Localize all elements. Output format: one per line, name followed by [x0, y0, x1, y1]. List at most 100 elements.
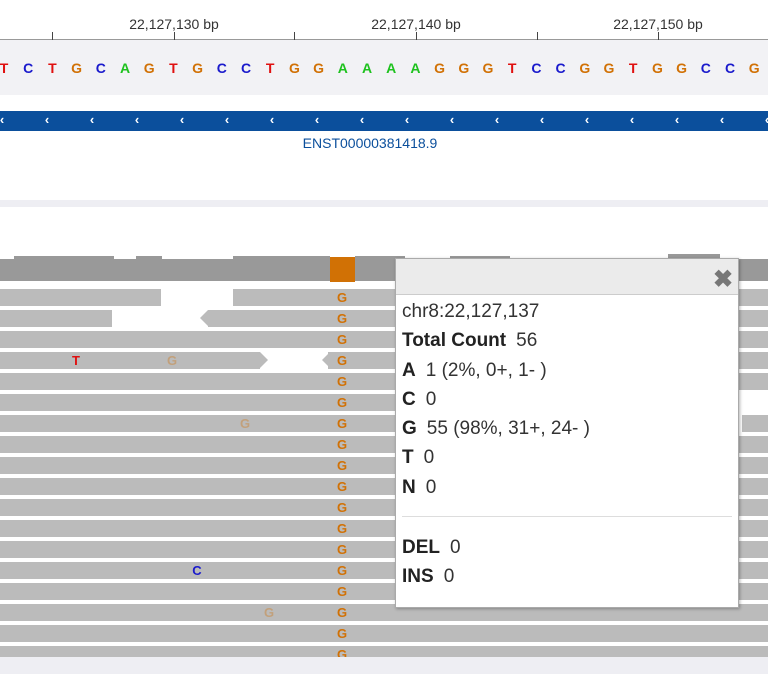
- read-base-call: G: [336, 290, 348, 305]
- mismatch-base: C: [192, 563, 202, 578]
- popup-row-g: G 55 (98%, 31+, 24- ): [402, 414, 732, 443]
- sequence-base: A: [410, 60, 421, 76]
- read[interactable]: [0, 289, 161, 306]
- ruler-tick-label: 22,127,140 bp: [371, 16, 461, 32]
- popup-del-label: DEL: [402, 537, 440, 559]
- strand-arrow-icon: ‹: [629, 112, 635, 127]
- sequence-base: G: [579, 60, 591, 76]
- ruler-tick: [658, 32, 659, 40]
- sequence-base: C: [95, 60, 106, 76]
- coverage-bar[interactable]: [14, 256, 114, 259]
- read[interactable]: [742, 415, 768, 432]
- popup-row-value: 0: [423, 447, 435, 469]
- sequence-base: G: [143, 60, 155, 76]
- strand-arrow-icon: ‹: [89, 112, 95, 127]
- read-base-call: G: [336, 416, 348, 431]
- read[interactable]: [0, 604, 768, 621]
- sequence-base: T: [628, 60, 638, 76]
- ruler-tick-label: 22,127,150 bp: [613, 16, 703, 32]
- sequence-base: G: [651, 60, 663, 76]
- read-base-call: G: [336, 437, 348, 452]
- sequence-base: G: [458, 60, 470, 76]
- popup-ins-value: 0: [443, 566, 455, 588]
- close-icon[interactable]: ✖: [712, 266, 734, 293]
- coverage-popup[interactable]: ✖ chr8:22,127,137 Total Count 56 A 1 (2%, …: [395, 258, 739, 608]
- popup-body: chr8:22,127,137 Total Count 56 A 1 (2%, 0+…: [396, 295, 738, 594]
- read-base-call: G: [336, 563, 348, 578]
- strand-arrow-icon: ‹: [224, 112, 230, 127]
- coverage-bar[interactable]: [668, 254, 720, 259]
- ruler-tick-label: 22,127,130 bp: [129, 16, 219, 32]
- ruler-track[interactable]: 22,127,130 bp 22,127,140 bp 22,127,150 bp: [0, 0, 768, 40]
- strand-arrow-icon: ‹: [765, 112, 768, 127]
- read-base-call: G: [336, 647, 348, 657]
- sequence-base: T: [48, 60, 57, 76]
- read-base-call: G: [336, 311, 348, 326]
- read[interactable]: [0, 310, 112, 327]
- sequence-base: A: [119, 60, 131, 76]
- sequence-base: A: [361, 60, 373, 76]
- read[interactable]: [0, 625, 768, 642]
- mismatch-base: G: [239, 416, 251, 431]
- read-strand-tip: [260, 352, 268, 368]
- popup-row-label: T: [402, 447, 414, 469]
- mismatch-base: G: [263, 605, 275, 620]
- popup-ins-label: INS: [402, 566, 434, 588]
- sequence-base: T: [265, 60, 275, 76]
- read-base-call: G: [336, 500, 348, 515]
- popup-total-value: 56: [516, 330, 538, 352]
- popup-row-label: N: [402, 476, 416, 498]
- read[interactable]: [0, 646, 768, 657]
- popup-total-row: Total Count 56: [402, 326, 732, 355]
- read-base-call: G: [336, 374, 348, 389]
- popup-row-value: 55 (98%, 31+, 24- ): [426, 418, 590, 440]
- read-base-call: G: [336, 521, 348, 536]
- popup-row-value: 0: [425, 476, 437, 498]
- sequence-base: G: [482, 60, 494, 76]
- ruler-tick: [416, 32, 417, 40]
- coverage-highlight-bar[interactable]: [330, 257, 355, 282]
- popup-ins-row: INS 0: [402, 562, 732, 591]
- read-base-call: G: [336, 458, 348, 473]
- sequence-base: C: [23, 60, 34, 76]
- sequence-base: G: [71, 60, 83, 76]
- read-strand-tip: [200, 310, 208, 326]
- sequence-base: C: [240, 60, 252, 76]
- strand-arrow-icon: ‹: [0, 112, 5, 127]
- gene-track[interactable]: ‹ ‹ ‹ ‹ ‹ ‹ ‹ ‹ ‹ ‹ ‹ ‹ ‹ ‹ ‹ ‹ ‹ ‹ ENST00000381418.9: [0, 95, 768, 200]
- sequence-base: C: [724, 60, 736, 76]
- strand-arrow-icon: ‹: [314, 112, 320, 127]
- popup-divider: [402, 516, 732, 518]
- popup-row-value: 1 (2%, 0+, 1- ): [425, 359, 547, 381]
- ruler-tick: [52, 32, 53, 40]
- coverage-bar[interactable]: [450, 256, 510, 259]
- sequence-base: C: [216, 60, 227, 76]
- sequence-base: C: [700, 60, 711, 76]
- strand-arrow-icon: ‹: [449, 112, 455, 127]
- sequence-base: T: [0, 60, 9, 76]
- popup-position: chr8:22,127,137: [402, 301, 540, 322]
- read-base-call: G: [336, 332, 348, 347]
- track-bottom-strip: [0, 657, 768, 674]
- coverage-bar[interactable]: [233, 256, 330, 259]
- read[interactable]: [0, 352, 260, 369]
- popup-header[interactable]: ✖: [396, 259, 738, 295]
- coverage-bar[interactable]: [136, 256, 162, 259]
- read-base-call: G: [336, 542, 348, 557]
- sequence-base: G: [192, 60, 204, 76]
- sequence-base: G: [313, 60, 325, 76]
- popup-row-label: A: [402, 359, 416, 381]
- sequence-base: G: [288, 60, 300, 76]
- strand-arrow-icon: ‹: [359, 112, 365, 127]
- coverage-bar[interactable]: [355, 256, 405, 259]
- ruler-tick: [537, 32, 538, 40]
- track-separator: [0, 200, 768, 207]
- popup-del-value: 0: [450, 537, 461, 559]
- strand-arrow-icon: ‹: [494, 112, 500, 127]
- sequence-base: G: [434, 60, 446, 76]
- ruler-tick: [294, 32, 295, 40]
- gene-feature-bar[interactable]: ‹ ‹ ‹ ‹ ‹ ‹ ‹ ‹ ‹ ‹ ‹ ‹ ‹ ‹ ‹ ‹ ‹ ‹: [0, 111, 768, 131]
- strand-arrow-icon: ‹: [179, 112, 185, 127]
